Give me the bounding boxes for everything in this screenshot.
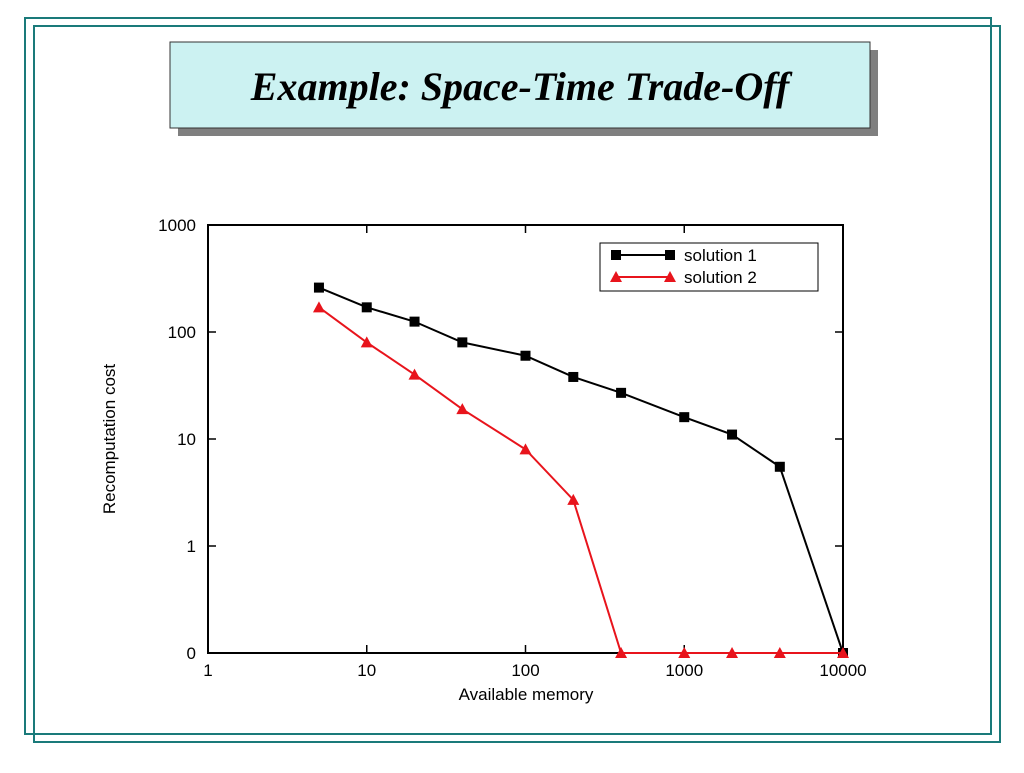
legend-box bbox=[599, 242, 819, 292]
slide-frame bbox=[33, 25, 1001, 743]
y-tick-label: 0 bbox=[187, 644, 196, 663]
data-point bbox=[773, 647, 786, 658]
x-tick-label: 10000 bbox=[819, 661, 866, 680]
data-point bbox=[519, 443, 532, 455]
x-tick-label: 1 bbox=[203, 661, 212, 680]
y-tick-label: 1000 bbox=[158, 216, 196, 235]
x-tick-label: 10 bbox=[357, 661, 376, 680]
data-point bbox=[568, 371, 579, 382]
series-line bbox=[318, 306, 843, 654]
y-tick-label: 100 bbox=[168, 323, 196, 342]
legend-label: solution 1 bbox=[684, 246, 757, 265]
data-point bbox=[313, 282, 324, 293]
title-box bbox=[169, 41, 871, 129]
legend-marker bbox=[665, 250, 675, 260]
data-point bbox=[409, 316, 420, 327]
y-tick-label: 10 bbox=[177, 430, 196, 449]
data-point bbox=[520, 350, 531, 361]
data-point bbox=[679, 412, 690, 423]
data-point bbox=[616, 387, 627, 398]
y-tick-label: 1 bbox=[187, 537, 196, 556]
x-axis-label: Available memory bbox=[459, 685, 594, 704]
data-point bbox=[360, 336, 373, 348]
slide-frame bbox=[24, 17, 992, 735]
data-point bbox=[457, 337, 468, 348]
chart-title: Example: Space-Time Trade-Off bbox=[250, 64, 793, 109]
data-point bbox=[774, 461, 785, 472]
x-tick-label: 100 bbox=[511, 661, 539, 680]
data-point bbox=[615, 647, 628, 658]
y-axis-label: Recomputation cost bbox=[100, 364, 119, 515]
data-point bbox=[408, 368, 421, 380]
data-point bbox=[567, 493, 580, 505]
series-line bbox=[318, 286, 844, 654]
legend-marker bbox=[664, 271, 676, 282]
data-point bbox=[361, 302, 372, 313]
data-point bbox=[837, 647, 849, 658]
data-point bbox=[727, 429, 738, 440]
data-point bbox=[678, 647, 691, 658]
data-point bbox=[456, 403, 469, 415]
data-point bbox=[312, 301, 325, 313]
x-tick-label: 1000 bbox=[665, 661, 703, 680]
data-point bbox=[726, 647, 739, 658]
legend-label: solution 2 bbox=[684, 268, 757, 287]
legend-marker bbox=[610, 271, 622, 282]
legend-marker bbox=[611, 250, 621, 260]
